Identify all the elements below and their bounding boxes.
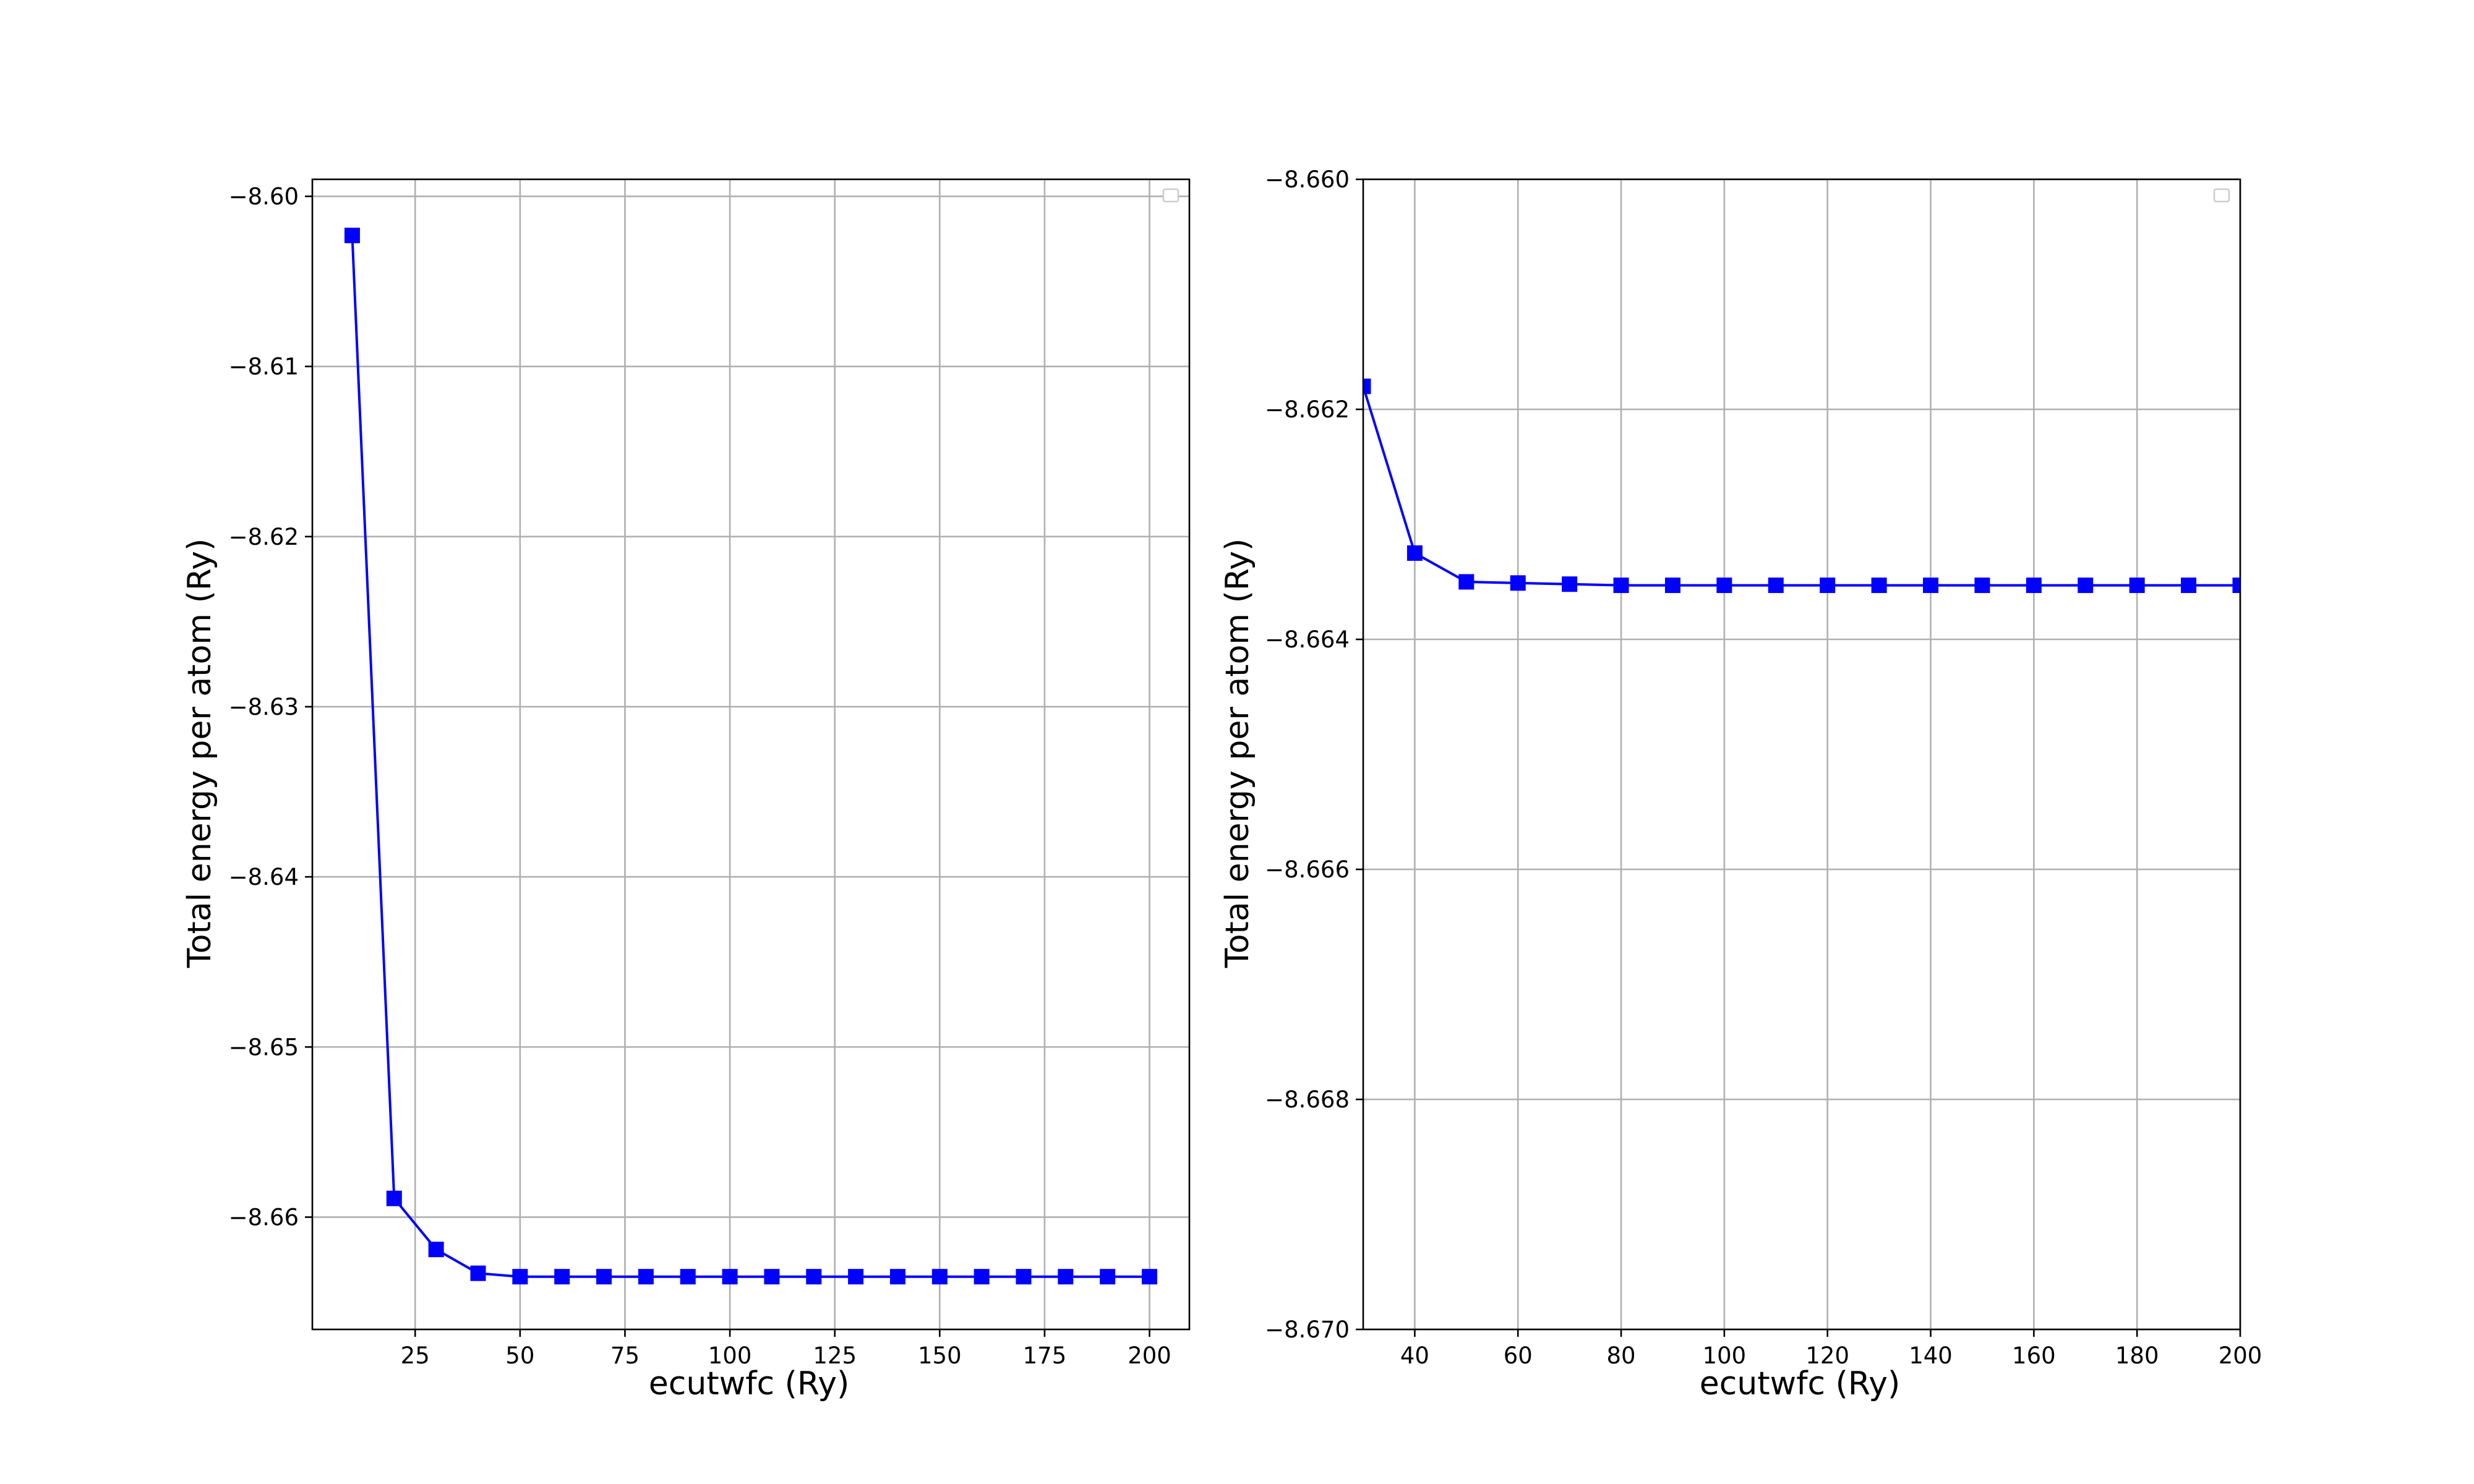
right-chart-xtick-label: 40	[1400, 1342, 1429, 1369]
left-chart-data-point	[764, 1269, 780, 1285]
left-chart-frame	[311, 178, 1191, 1331]
left-chart-xlabel: ecutwfc (Ry)	[649, 1365, 850, 1402]
right-chart-xtick-label: 80	[1607, 1342, 1636, 1369]
left-chart-data-point	[806, 1269, 822, 1285]
left-chart-data-point	[1142, 1269, 1158, 1285]
right-chart-data-point	[1923, 578, 1939, 594]
left-chart-legend	[1162, 188, 1179, 203]
left-chart-ytick-label: −8.64	[229, 864, 299, 890]
left-chart-ytick-label: −8.66	[229, 1204, 299, 1230]
right-chart-frame	[1362, 178, 2241, 1331]
right-chart-series-line	[1363, 386, 2240, 587]
left-chart-xtick-label: 25	[401, 1342, 430, 1369]
right-chart-data-point	[1562, 576, 1578, 592]
left-chart-series	[344, 228, 1158, 1285]
left-chart-ytick-label: −8.63	[229, 694, 299, 720]
right-chart-xlabel: ecutwfc (Ry)	[1700, 1365, 1901, 1402]
right-chart-ytick-label: −8.670	[1265, 1316, 1350, 1343]
left-chart-data-point	[1016, 1269, 1032, 1285]
left-chart-xtick-label: 150	[918, 1342, 962, 1369]
left-chart-data-point	[889, 1269, 905, 1285]
left-chart-data-point	[931, 1269, 948, 1285]
right-chart-xtick-label: 160	[2012, 1342, 2056, 1369]
left-chart-xtick-label: 75	[610, 1342, 640, 1369]
left-chart-ytick-label: −8.60	[229, 184, 299, 210]
left-chart-ytick-label: −8.65	[229, 1034, 299, 1060]
left-chart-data-point	[974, 1269, 990, 1285]
right-chart-series	[1363, 378, 2240, 594]
right-chart-data-point	[1363, 378, 1371, 394]
right-chart-ytick-label: −8.660	[1265, 166, 1350, 193]
left-chart-data-point	[512, 1269, 528, 1285]
left-chart-data-point	[554, 1269, 570, 1285]
right-chart-data-point	[1664, 578, 1680, 594]
left-chart-ytick-label: −8.62	[229, 524, 299, 550]
left-chart-xtick-label: 125	[813, 1342, 857, 1369]
right-chart-xtick-label: 120	[1805, 1342, 1849, 1369]
right-chart-xtick-label: 200	[2219, 1342, 2262, 1369]
right-chart-data-point	[2129, 578, 2145, 594]
right-chart: ecutwfc (Ry) Total energy per atom (Ry) …	[1219, 166, 2262, 1402]
right-chart-data-point	[1768, 578, 1784, 594]
right-chart-xtick-label: 60	[1504, 1342, 1533, 1369]
right-chart-legend	[2213, 188, 2230, 203]
right-chart-data-point	[1716, 578, 1732, 594]
right-chart-data-point	[2232, 578, 2240, 594]
right-chart-data-point	[2181, 578, 2197, 594]
left-chart-data-point	[344, 228, 360, 244]
right-chart-data-point	[2026, 578, 2042, 594]
right-chart-ytick-label: −8.666	[1265, 856, 1350, 883]
left-chart-xtick-label: 175	[1023, 1342, 1067, 1369]
right-chart-ytick-label: −8.668	[1265, 1086, 1350, 1113]
right-chart-data-point	[1871, 578, 1887, 594]
right-chart-ytick-label: −8.664	[1265, 626, 1350, 653]
right-chart-data-point	[1406, 545, 1423, 561]
left-chart-data-point	[638, 1269, 654, 1285]
right-chart-data-point	[2078, 578, 2094, 594]
right-chart-xtick-label: 100	[1703, 1342, 1747, 1369]
left-chart-data-point	[1058, 1269, 1074, 1285]
left-chart-data-point	[470, 1265, 486, 1281]
left-chart-data-point	[428, 1242, 444, 1258]
left-chart-ytick-label: −8.61	[229, 354, 299, 380]
right-chart-ytick-label: −8.662	[1265, 396, 1350, 423]
left-chart-grid	[312, 179, 1189, 1329]
left-chart-xtick-label: 200	[1128, 1342, 1171, 1369]
right-chart-data-point	[1458, 574, 1475, 590]
left-chart-data-point	[596, 1269, 612, 1285]
left-chart-xtick-label: 50	[505, 1342, 534, 1369]
right-chart-xtick-label: 140	[1909, 1342, 1953, 1369]
right-chart-data-point	[1510, 575, 1526, 591]
left-chart-data-point	[386, 1190, 402, 1206]
left-chart-data-point	[680, 1269, 696, 1285]
left-chart-ylabel: Total energy per atom (Ry)	[181, 539, 218, 968]
right-chart-data-point	[1820, 578, 1836, 594]
left-chart-data-point	[848, 1269, 864, 1285]
right-chart-data-point	[1613, 578, 1629, 594]
right-chart-ylabel: Total energy per atom (Ry)	[1219, 539, 1256, 968]
left-chart-xtick-label: 100	[708, 1342, 752, 1369]
left-chart-data-point	[1100, 1269, 1116, 1285]
right-chart-xtick-label: 180	[2115, 1342, 2159, 1369]
left-chart: ecutwfc (Ry) Total energy per atom (Ry) …	[181, 178, 1191, 1402]
left-chart-data-point	[722, 1269, 738, 1285]
right-chart-data-point	[1974, 578, 1990, 594]
